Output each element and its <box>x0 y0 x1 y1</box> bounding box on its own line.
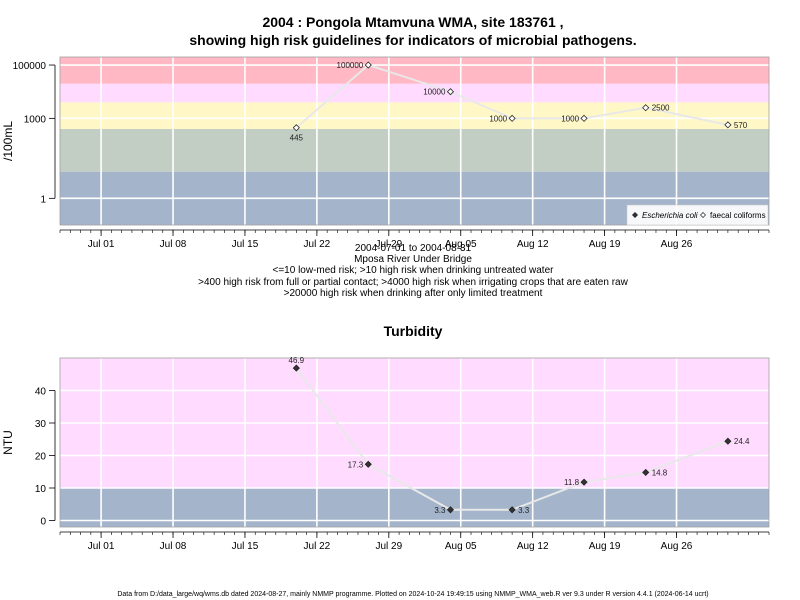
risk-band <box>60 128 769 172</box>
data-point <box>292 364 300 372</box>
x-tick-label: Jul 29 <box>375 239 402 250</box>
data-point <box>642 104 650 112</box>
risk-band <box>60 83 769 103</box>
y-tick-label: 100000 <box>13 61 47 72</box>
data-label: 570 <box>734 121 748 130</box>
data-point <box>508 114 516 122</box>
x-tick-label: Jul 22 <box>304 239 331 250</box>
data-label: 24.4 <box>734 437 750 446</box>
x-tick-label: Jul 01 <box>88 541 115 552</box>
risk-band <box>60 102 769 129</box>
x-tick-label: Jul 01 <box>88 239 115 250</box>
data-label: 46.9 <box>289 356 305 365</box>
microbial-panel: Jul 01 Jul 08 Jul 15 Jul 22 Jul 29 Aug 05 Aug … <box>1 56 770 250</box>
x-tick-label: Jul 29 <box>375 541 402 552</box>
data-label: 11.8 <box>564 478 580 487</box>
x-tick-label: Aug 12 <box>517 239 549 250</box>
footer-note: Data from D:/data_large/wq/wms.db dated … <box>117 591 708 598</box>
x-tick-label: Jul 22 <box>304 541 331 552</box>
data-label: 3.3 <box>434 506 446 515</box>
data-point <box>580 114 588 122</box>
y-tick-label: 10 <box>35 484 47 495</box>
turbidity-panel: Jul 01 Jul 08 Jul 15 Jul 22 Jul 29 Aug 05 Aug … <box>1 356 770 552</box>
data-point <box>642 468 650 476</box>
plot-frame <box>59 56 770 226</box>
legend-marker-e-coli <box>632 212 638 218</box>
x-tick-label: Jul 08 <box>160 541 187 552</box>
caption-site-name: Mposa River Under Bridge <box>354 254 472 265</box>
data-label: 14.8 <box>652 468 668 477</box>
data-label: 445 <box>290 134 304 143</box>
caption-risk-line3: >20000 high risk when drinking after onl… <box>284 288 543 299</box>
caption-date-range: 2004-07-01 to 2004-08-31 <box>355 243 472 254</box>
legend: Escherichia coli faecal coliforms <box>626 204 769 226</box>
legend-marker-faecal-coliforms <box>700 212 706 218</box>
x-tick-label: Aug 19 <box>589 541 621 552</box>
turbidity-title: Turbidity <box>384 323 443 339</box>
plot-frame <box>59 357 770 528</box>
y-tick-label: 0 <box>40 517 46 528</box>
legend-box <box>626 204 769 226</box>
chart-title-line1: 2004 : Pongola Mtamvuna WMA, site 183761… <box>262 14 563 30</box>
y-tick-label: 30 <box>35 419 47 430</box>
data-label: 100000 <box>337 61 364 70</box>
data-label: 1000 <box>489 114 507 123</box>
x-tick-label: Jul 15 <box>232 541 259 552</box>
y-tick-label: 1000 <box>24 114 47 125</box>
y-tick-label: 1 <box>40 194 46 205</box>
data-point <box>364 460 372 468</box>
data-point <box>446 506 455 514</box>
data-point <box>446 88 455 96</box>
data-point <box>724 437 732 445</box>
caption-risk-line2: >400 high risk from full or partial cont… <box>198 277 628 288</box>
caption-risk-line1: <=10 low-med risk; >10 high risk when dr… <box>273 265 555 276</box>
x-tick-label: Jul 15 <box>232 239 259 250</box>
y-axis-label: /100mL <box>1 121 15 161</box>
x-tick-label: Aug 26 <box>661 239 693 250</box>
data-point <box>724 121 732 129</box>
x-tick-label: Aug 12 <box>517 541 549 552</box>
y-tick-label: 40 <box>35 387 47 398</box>
data-label: 2500 <box>652 104 670 113</box>
legend-label-faecal-coliforms: faecal coliforms <box>710 211 766 220</box>
data-label: 3.3 <box>518 506 530 515</box>
data-label: 10000 <box>423 88 446 97</box>
x-tick-label: Aug 05 <box>445 541 477 552</box>
x-tick-label: Aug 26 <box>661 541 693 552</box>
legend-label-e-coli: Escherichia coli <box>642 211 698 220</box>
y-tick-label: 20 <box>35 452 47 463</box>
data-point <box>508 506 516 514</box>
x-tick-label: Aug 19 <box>589 239 621 250</box>
x-tick-label: Aug 05 <box>445 239 477 250</box>
data-point <box>292 124 300 132</box>
data-point <box>364 61 372 69</box>
chart-title-line2: showing high risk guidelines for indicat… <box>189 32 636 48</box>
data-label: 1000 <box>561 114 579 123</box>
data-label: 17.3 <box>348 460 364 469</box>
y-axis-label: NTU <box>1 430 15 455</box>
data-point <box>580 478 588 486</box>
x-tick-label: Jul 08 <box>160 239 187 250</box>
